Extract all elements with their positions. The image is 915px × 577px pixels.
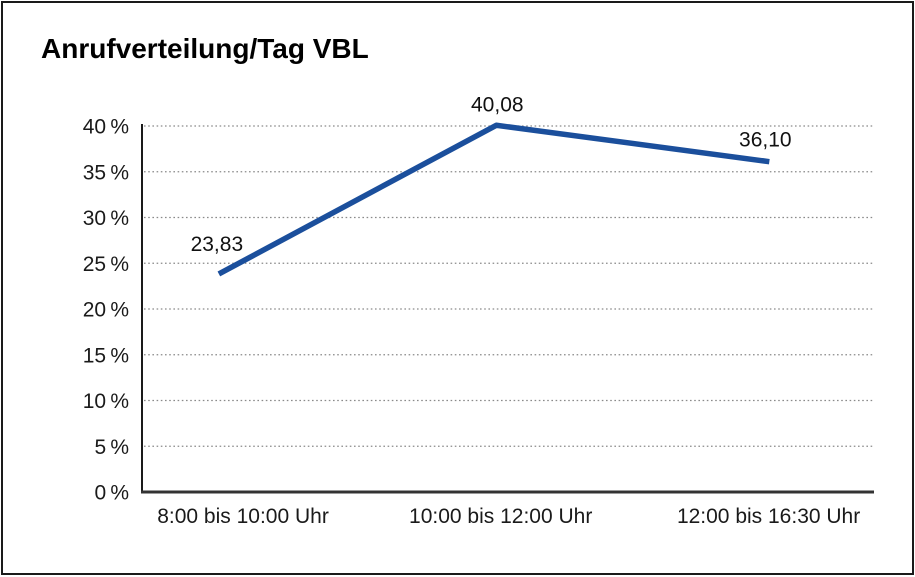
data-label: 23,83 [191,233,244,256]
line-chart: 0 % 5 % 10 % 15 % 20 % 25 % 30 % 35 % 40 % 8:00 … [83,93,874,528]
y-tick-label: 10 % [83,390,129,413]
y-tick-label: 25 % [83,253,129,276]
gridlines [144,125,874,447]
y-tick-label: 0 % [94,482,129,505]
y-tick-label: 5 % [94,436,129,459]
x-tick-label: 10:00 bis 12:00 Uhr [409,505,592,528]
series-line [217,122,770,277]
chart-title: Anrufverteilung/Tag VBL [41,33,369,64]
x-tick-label: 12:00 bis 16:30 Uhr [677,505,860,528]
y-tick-label: 35 % [83,161,129,184]
y-tick-label: 20 % [83,299,129,322]
data-labels: 23,83 40,08 36,10 [191,93,792,256]
y-tick-label: 15 % [83,344,129,367]
y-tick-label: 40 % [83,116,129,139]
y-axis-tick-labels: 0 % 5 % 10 % 15 % 20 % 25 % 30 % 35 % 40 % [83,116,129,505]
x-tick-label: 8:00 bis 10:00 Uhr [157,505,329,528]
data-label: 40,08 [471,93,524,116]
x-axis-tick-labels: 8:00 bis 10:00 Uhr 10:00 bis 12:00 Uhr 12:… [157,505,860,528]
data-label: 36,10 [739,129,792,152]
y-tick-label: 30 % [83,207,129,230]
